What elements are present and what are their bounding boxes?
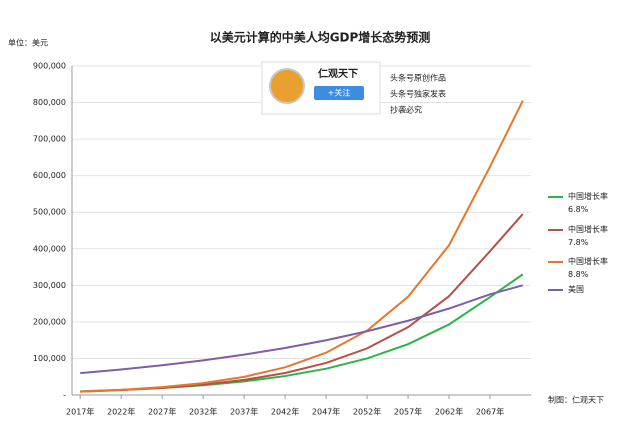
x-tick-label: 2062年 [435,407,463,417]
x-tick-label: 2042年 [271,407,299,417]
legend-label: 中国增长率 7.8% [568,225,608,247]
x-tick-label: 2017年 [66,407,94,417]
account-name: 仁观天下 [318,67,358,80]
avatar [269,68,305,104]
x-tick-label: 2027年 [148,407,176,417]
x-tick-label: 2052年 [353,407,381,417]
y-tick-label: 300,000 [33,281,66,290]
chart-title: 以美元计算的中美人均GDP增长态势预测 [210,30,431,45]
y-tick-label: 400,000 [33,244,66,253]
y-tick-label: 100,000 [33,354,66,363]
x-tick-label: 2067年 [476,407,504,417]
legend-label: 美国 [568,285,584,294]
y-unit: 单位：美元 [8,38,48,48]
y-tick-label: 800,000 [33,98,66,107]
y-tick-label: 700,000 [33,135,66,144]
watermark-line: 抄袭必究 [390,105,422,115]
watermark: 仁观天下 +关注 头条号原创作品 头条号独家发表 抄袭必究 [261,61,446,115]
credit: 制图：仁观天下 [548,395,604,405]
legend-label: 中国增长率 8.8% [568,257,608,279]
follow-button[interactable] [314,86,364,100]
y-tick-label: - [63,391,66,400]
y-tick-label: 600,000 [33,171,66,180]
follow-label[interactable]: +关注 [328,88,351,98]
x-tick-label: 2037年 [230,407,258,417]
x-tick-label: 2047年 [312,407,340,417]
series-line [80,284,524,375]
series-line [80,213,524,393]
y-tick-label: 900,000 [33,62,66,71]
series-line [80,100,524,393]
x-tick-label: 2057年 [394,407,422,417]
watermark-line: 头条号原创作品 [390,73,446,83]
watermark-line: 头条号独家发表 [390,89,446,99]
series-line [80,273,524,393]
legend-label: 中国增长率 6.8% [568,192,608,214]
x-tick-label: 2022年 [107,407,135,417]
y-tick-label: 500,000 [33,208,66,217]
y-tick-label: 200,000 [33,317,66,326]
x-tick-label: 2032年 [189,407,217,417]
